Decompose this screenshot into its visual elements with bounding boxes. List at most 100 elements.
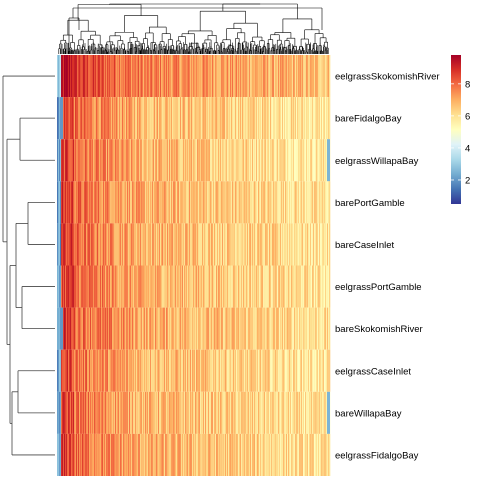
heatmap-cell (199, 223, 201, 266)
heatmap-cell (91, 307, 93, 350)
heatmap-cell (136, 97, 138, 140)
heatmap-cell (101, 223, 103, 266)
heatmap-cell (241, 349, 243, 392)
heatmap-cell (78, 181, 80, 224)
heatmap-cell (322, 307, 324, 350)
heatmap-cell (237, 349, 239, 392)
heatmap-cell (316, 265, 318, 308)
heatmap-cell (65, 433, 67, 476)
heatmap-cell (175, 181, 177, 224)
heatmap-cell (145, 349, 147, 392)
heatmap-cell (144, 55, 146, 98)
heatmap-cell (142, 433, 144, 476)
heatmap-cell (115, 265, 117, 308)
heatmap-cell (112, 433, 114, 476)
heatmap-cell (173, 55, 175, 98)
heatmap-cell (90, 433, 92, 476)
heatmap-cell (225, 97, 227, 140)
heatmap-cell (96, 349, 98, 392)
heatmap-cell (284, 139, 286, 182)
heatmap-cell (279, 97, 281, 140)
heatmap-cell (321, 55, 323, 98)
heatmap-cell (156, 307, 158, 350)
heatmap-cell (213, 433, 215, 476)
heatmap-cell (324, 223, 326, 266)
heatmap-cell (261, 223, 263, 266)
heatmap-cell (115, 433, 117, 476)
heatmap-cell (123, 97, 125, 140)
heatmap-cell (67, 139, 69, 182)
heatmap-cell (136, 181, 138, 224)
heatmap-cell (310, 307, 312, 350)
heatmap-cell (247, 139, 249, 182)
heatmap-cell (164, 139, 166, 182)
heatmap-cell (274, 139, 276, 182)
heatmap-cell (63, 223, 65, 266)
heatmap-cell (164, 349, 166, 392)
heatmap-cell (244, 139, 246, 182)
heatmap-cell (233, 307, 235, 350)
heatmap-cell (102, 223, 104, 266)
heatmap-cell (76, 349, 78, 392)
heatmap-cell (190, 433, 192, 476)
heatmap-cell (88, 391, 90, 434)
heatmap-cell (111, 433, 113, 476)
heatmap-cell (225, 391, 227, 434)
heatmap-row (57, 97, 331, 140)
heatmap-cell (81, 223, 83, 266)
heatmap-cell (103, 55, 105, 98)
heatmap-cell (93, 223, 95, 266)
heatmap-cell (312, 181, 314, 224)
heatmap-cell (319, 349, 321, 392)
heatmap-cell (139, 139, 141, 182)
heatmap-cell (171, 97, 173, 140)
heatmap-cell (149, 223, 151, 266)
heatmap-cell (59, 349, 61, 392)
heatmap-cell (245, 265, 247, 308)
heatmap-cell (273, 349, 275, 392)
heatmap-cell (63, 349, 65, 392)
heatmap-cell (311, 223, 313, 266)
heatmap-cell (133, 391, 135, 434)
heatmap-cell (83, 307, 85, 350)
heatmap-cell (67, 433, 69, 476)
heatmap-cell (268, 391, 270, 434)
heatmap-cell (135, 433, 137, 476)
heatmap-cell (291, 97, 293, 140)
heatmap-cell (162, 307, 164, 350)
heatmap-cell (212, 181, 214, 224)
heatmap-cell (270, 265, 272, 308)
heatmap-cell (287, 307, 289, 350)
heatmap-cell (177, 307, 179, 350)
heatmap-cell (100, 181, 102, 224)
heatmap-cell (323, 139, 325, 182)
heatmap-cell (84, 307, 86, 350)
heatmap-cell (155, 433, 157, 476)
heatmap-cell (153, 139, 155, 182)
heatmap-cell (306, 97, 308, 140)
heatmap-cell (308, 307, 310, 350)
heatmap-cell (278, 391, 280, 434)
heatmap-cell (190, 349, 192, 392)
heatmap-cell (72, 139, 74, 182)
heatmap-cell (314, 97, 316, 140)
heatmap-cell (314, 55, 316, 98)
heatmap-cell (95, 349, 97, 392)
heatmap-cell (303, 391, 305, 434)
heatmap-cell (116, 433, 118, 476)
heatmap-cell (79, 181, 81, 224)
heatmap-cell (135, 307, 137, 350)
heatmap-cell (237, 223, 239, 266)
heatmap-cell (226, 433, 228, 476)
heatmap-cell (93, 97, 95, 140)
heatmap-cell (163, 55, 165, 98)
heatmap-cell (60, 55, 62, 98)
heatmap-cell (217, 223, 219, 266)
heatmap-cell (154, 433, 156, 476)
heatmap-cell (247, 265, 249, 308)
heatmap-cell (139, 265, 141, 308)
heatmap-cell (134, 181, 136, 224)
heatmap-cell (163, 391, 165, 434)
heatmap-cell (170, 433, 172, 476)
heatmap-cell (142, 265, 144, 308)
